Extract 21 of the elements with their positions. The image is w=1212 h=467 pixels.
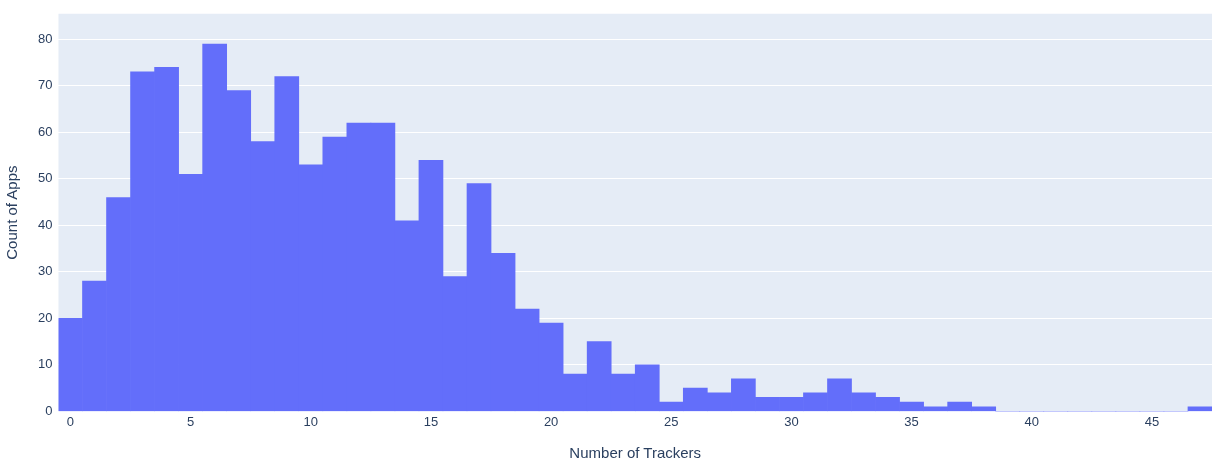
x-tick-label: 20: [543, 413, 559, 429]
x-tick-label: 40: [1024, 413, 1039, 429]
y-tick-label: 80: [37, 30, 53, 46]
x-axis-title: Number of Trackers: [569, 444, 702, 462]
x-tick-label: 0: [66, 413, 75, 429]
y-tick-label: 40: [37, 216, 53, 232]
y-tick-label: 60: [37, 123, 53, 139]
y-tick-label: 20: [37, 309, 53, 325]
y-tick-label: 10: [37, 356, 53, 372]
y-tick-label: 30: [37, 263, 53, 279]
x-tick-label: 45: [1144, 413, 1160, 429]
y-tick-label: 0: [45, 402, 53, 418]
x-tick-label: 30: [784, 413, 799, 429]
x-tick-label: 10: [303, 413, 319, 429]
x-tick-label: 5: [187, 413, 195, 429]
y-tick-label: 70: [37, 77, 53, 93]
x-tick-label: 35: [904, 413, 919, 429]
y-axis-title: Count of Apps: [3, 165, 21, 260]
x-tick-label: 25: [664, 413, 679, 429]
x-tick-label: 15: [423, 413, 439, 429]
y-tick-label: 50: [37, 170, 53, 186]
